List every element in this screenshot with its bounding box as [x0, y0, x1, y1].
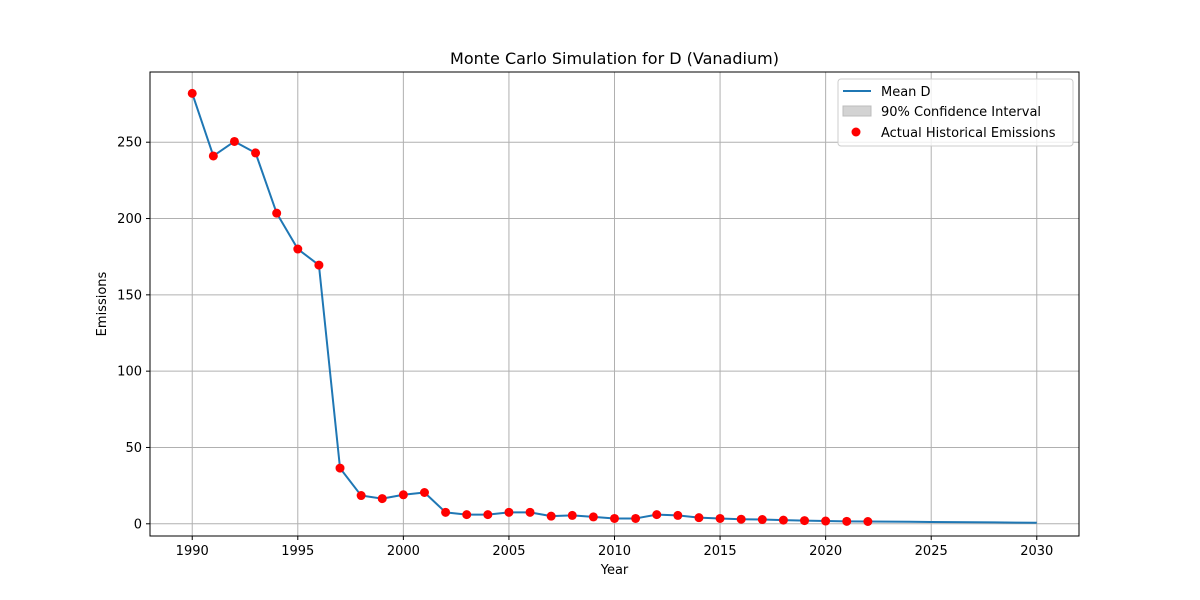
actual-emission-point: [778, 515, 788, 525]
y-tick-label: 150: [117, 288, 142, 303]
actual-emission-point: [631, 513, 641, 523]
x-tick-label: 2005: [492, 544, 525, 559]
actual-emission-point: [821, 516, 831, 526]
actual-points-layer: [187, 88, 873, 526]
chart-title: Monte Carlo Simulation for D (Vanadium): [450, 49, 779, 68]
actual-emission-point: [441, 507, 451, 517]
actual-emission-point: [736, 514, 746, 524]
actual-emission-point: [673, 510, 683, 520]
legend-ci-label: 90% Confidence Interval: [881, 105, 1041, 120]
x-tick-label: 2030: [1020, 544, 1053, 559]
y-tick-label: 0: [134, 517, 142, 532]
legend: Mean D 90% Confidence Interval Actual Hi…: [837, 78, 1074, 147]
y-axis-ticks: 0 50 100 150 200 250: [117, 136, 150, 532]
x-tick-label: 2010: [598, 544, 631, 559]
y-tick-label: 250: [117, 136, 142, 151]
actual-emission-point: [652, 510, 662, 520]
actual-emission-point: [588, 512, 598, 522]
legend-box: [837, 78, 1074, 147]
x-tick-label: 2015: [704, 544, 737, 559]
y-tick-label: 50: [125, 441, 142, 456]
actual-emission-point: [208, 151, 218, 161]
y-tick-label: 200: [117, 212, 142, 227]
actual-emission-point: [694, 513, 704, 523]
actual-emission-point: [567, 510, 577, 520]
actual-emission-point: [251, 148, 261, 158]
grid: [150, 72, 1079, 536]
actual-emission-point: [356, 491, 366, 501]
actual-emission-point: [610, 513, 619, 523]
actual-emission-point: [525, 507, 535, 517]
actual-emission-point: [377, 494, 387, 504]
x-axis-ticks: 1990 1995 2000 2005 2010 2015 2020 2025 2030: [176, 536, 1053, 559]
actual-emission-point: [314, 260, 324, 270]
x-tick-label: 1990: [176, 544, 209, 559]
actual-emission-point: [546, 511, 556, 521]
actual-emission-point: [229, 136, 239, 146]
x-tick-label: 2025: [915, 544, 948, 559]
actual-emission-point: [757, 515, 767, 525]
legend-actual-marker: [851, 127, 861, 137]
actual-emission-point: [419, 488, 429, 497]
x-tick-label: 2000: [387, 544, 420, 559]
legend-mean-label: Mean D: [881, 85, 931, 100]
actual-emission-point: [187, 88, 197, 98]
actual-emission-point: [863, 517, 873, 526]
y-tick-label: 100: [117, 365, 142, 380]
x-tick-label: 1995: [281, 544, 314, 559]
x-tick-label: 2020: [809, 544, 842, 559]
actual-emission-point: [483, 510, 493, 520]
actual-emission-point: [715, 513, 725, 523]
legend-ci-swatch: [842, 105, 872, 117]
actual-emission-point: [335, 463, 345, 473]
actual-emission-point: [462, 510, 472, 520]
actual-emission-point: [398, 490, 408, 500]
actual-emission-point: [504, 507, 514, 517]
x-axis-label: Year: [600, 563, 629, 578]
actual-emission-point: [272, 208, 282, 218]
legend-actual-label: Actual Historical Emissions: [881, 126, 1056, 141]
actual-emission-point: [800, 516, 810, 526]
actual-emission-point: [842, 516, 852, 526]
actual-emission-point: [293, 244, 303, 254]
y-axis-label: Emissions: [95, 271, 110, 336]
